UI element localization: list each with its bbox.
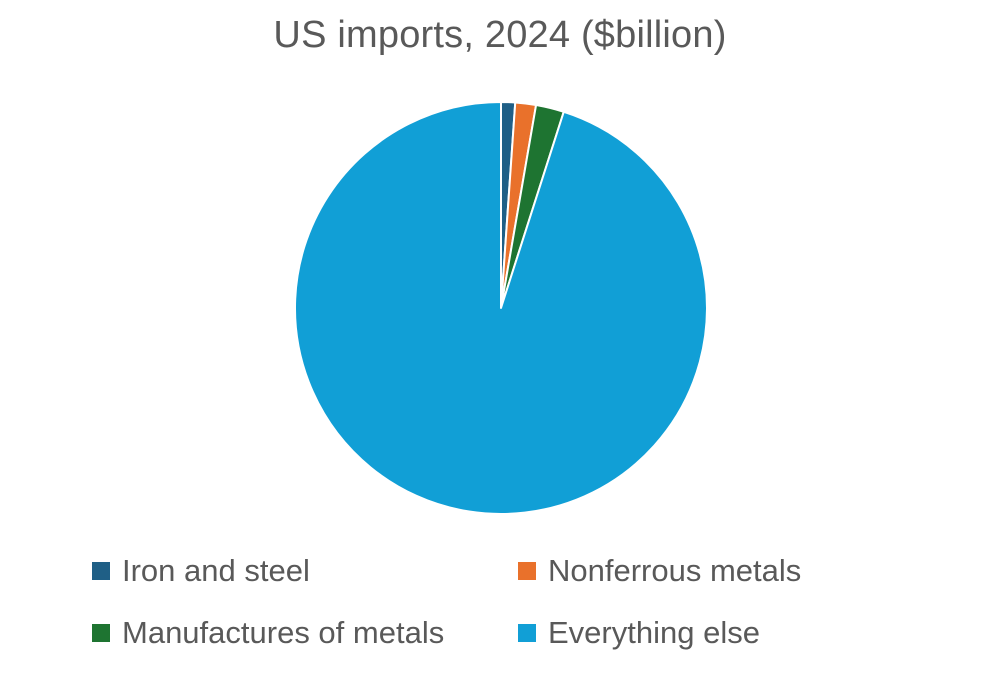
pie-slice-everything-else: [294, 101, 708, 515]
chart-title: US imports, 2024 ($billion): [273, 14, 727, 56]
